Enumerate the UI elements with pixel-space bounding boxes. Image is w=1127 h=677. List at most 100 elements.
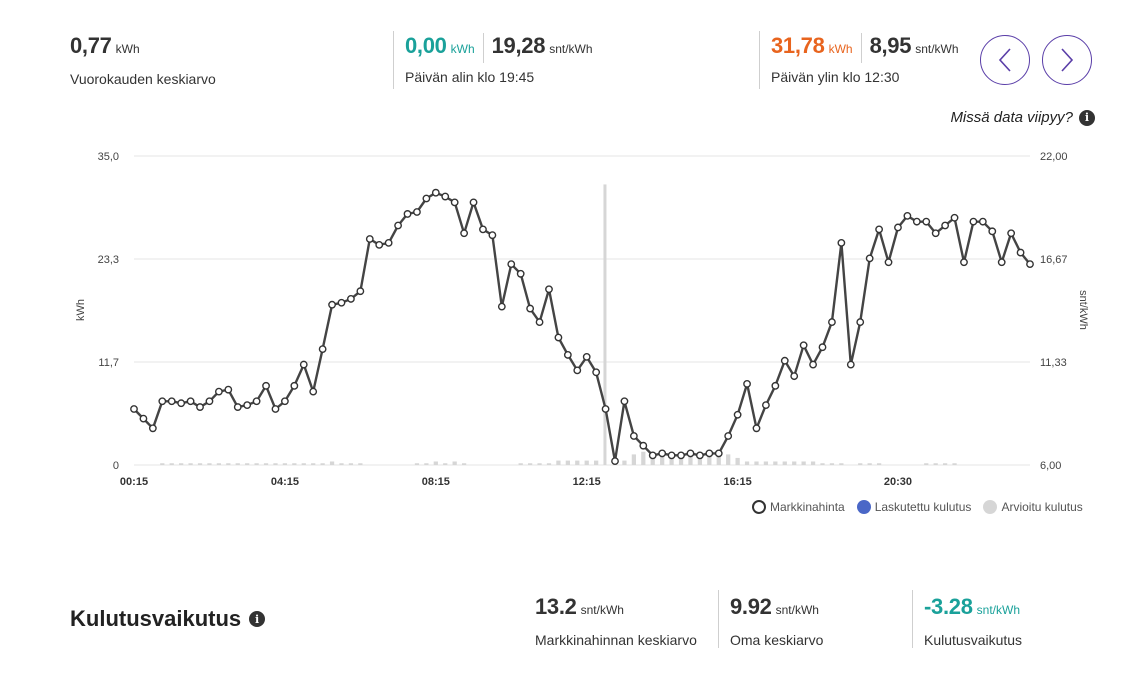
market-price-point — [413, 208, 421, 216]
market-price-point — [403, 210, 412, 218]
market-price-point — [309, 387, 318, 396]
consumption-bar — [556, 460, 561, 465]
data-delay-label: Missä data viipyy? — [950, 109, 1073, 126]
market-price-point — [960, 258, 968, 267]
market-price-point — [290, 381, 299, 390]
right-axis-tick-label: 22,00 — [1040, 151, 1068, 163]
market-price-point — [922, 217, 931, 226]
market-price-point — [460, 229, 469, 238]
market-price-point — [790, 372, 799, 381]
consumption-bar — [744, 461, 750, 465]
consumption-bar — [631, 454, 636, 465]
consumption-bar — [716, 454, 721, 465]
market-price-point — [262, 381, 270, 390]
market-price-point — [894, 223, 902, 232]
consumption-bar — [546, 463, 552, 465]
market-average-unit: snt/kWh — [580, 603, 624, 617]
consumption-bar — [669, 454, 674, 465]
market-price-point — [856, 318, 865, 326]
consumption-impact-stat: -3.28 snt/kWh Kulutusvaikutus — [924, 594, 1022, 648]
right-axis-label: snt/kWh — [1077, 290, 1089, 330]
consumption-bar — [329, 461, 335, 465]
market-price-point — [139, 414, 148, 423]
market-price-point — [554, 333, 563, 342]
market-price-point — [941, 221, 950, 230]
legend-ring-icon — [752, 500, 766, 514]
consumption-bar — [537, 463, 542, 465]
consumption-bar — [660, 454, 665, 465]
data-delay-link[interactable]: Missä data viipyy? i — [950, 109, 1095, 126]
daily-average-stat: 0,77 kWh Vuorokauden keskiarvo — [70, 33, 216, 87]
market-price-point — [611, 457, 619, 466]
consumption-bar — [179, 463, 184, 465]
daily-low-caption: Päivän alin klo 19:45 — [405, 69, 535, 85]
info-icon[interactable]: i — [249, 611, 266, 627]
market-price-point — [479, 225, 487, 234]
consumption-bar — [754, 461, 759, 465]
legend-billed-consumption[interactable]: Laskutettu kulutus — [856, 500, 971, 514]
consumption-bar — [697, 454, 703, 465]
market-price-point — [780, 356, 789, 365]
market-price-point — [1026, 260, 1034, 269]
consumption-bar — [622, 460, 627, 465]
market-price-point — [356, 287, 365, 296]
consumption-price-chart: 35,0 22,00 23,3 16,67 11,7 11,33 0 6,00 kWh snt/k… — [75, 151, 1089, 488]
consumption-bar — [433, 461, 438, 465]
x-axis-tick-label: 00:15 — [120, 476, 148, 488]
chart-grid — [134, 155, 1030, 466]
own-average-caption: Oma keskiarvo — [730, 632, 824, 648]
market-price-point — [318, 345, 327, 354]
market-price-point — [705, 449, 714, 458]
consumption-bar — [565, 460, 570, 465]
legend-market-price[interactable]: Markkinahinta — [752, 500, 845, 514]
consumption-bar — [245, 463, 250, 465]
consumption-bar — [924, 463, 929, 465]
x-axis-tick-label: 04:15 — [271, 476, 299, 488]
market-price-point — [337, 298, 346, 307]
consumption-bar — [263, 463, 269, 465]
market-price-point — [724, 432, 733, 440]
market-price-point — [535, 318, 544, 326]
consumption-bar — [160, 463, 165, 465]
consumption-impact-value: -3.28 — [924, 594, 973, 619]
market-price-point — [629, 432, 638, 440]
market-price-point — [639, 441, 648, 450]
consumption-bar — [414, 463, 420, 465]
market-average-stat: 13.2 snt/kWh Markkinahinnan keskiarvo — [535, 594, 697, 648]
consumption-bar — [952, 463, 957, 465]
consumption-bar — [782, 461, 787, 465]
legend-estimated-label: Arvioitu kulutus — [1001, 500, 1083, 514]
consumption-bar — [650, 454, 655, 465]
own-average-value: 9.92 — [730, 594, 772, 619]
divider — [860, 33, 862, 63]
market-price-point — [563, 351, 572, 359]
market-price-point — [422, 194, 431, 203]
right-axis-tick-label: 11,33 — [1040, 357, 1067, 369]
chart-legend: Markkinahinta Laskutettu kulutus Arvioit… — [752, 500, 1083, 514]
consumption-bar — [358, 463, 363, 465]
market-price-point — [130, 405, 138, 413]
legend-estimated-consumption[interactable]: Arvioitu kulutus — [983, 500, 1083, 514]
consumption-bar — [594, 460, 599, 465]
market-price-point — [582, 352, 591, 361]
legend-market-price-label: Markkinahinta — [770, 500, 845, 514]
market-price-point — [677, 451, 685, 460]
market-price-point — [903, 211, 912, 220]
market-price-point — [997, 258, 1006, 267]
next-day-button[interactable] — [1042, 35, 1092, 85]
x-axis-tick-label: 16:15 — [724, 476, 752, 488]
consumption-bar — [820, 463, 825, 465]
consumption-bar — [339, 463, 344, 465]
market-price-point — [167, 397, 176, 406]
market-price-point — [762, 401, 770, 410]
chevron-left-icon — [998, 48, 1011, 72]
consumption-bar — [226, 463, 231, 465]
previous-day-button[interactable] — [980, 35, 1030, 85]
consumption-bar — [763, 461, 769, 465]
consumption-bar — [292, 463, 297, 465]
daily-low-unit: kWh — [450, 42, 475, 56]
left-axis-tick-label: 11,7 — [98, 357, 119, 369]
consumption-bar — [207, 463, 212, 465]
daily-high-unit: kWh — [828, 42, 853, 56]
market-price-point — [177, 399, 186, 408]
